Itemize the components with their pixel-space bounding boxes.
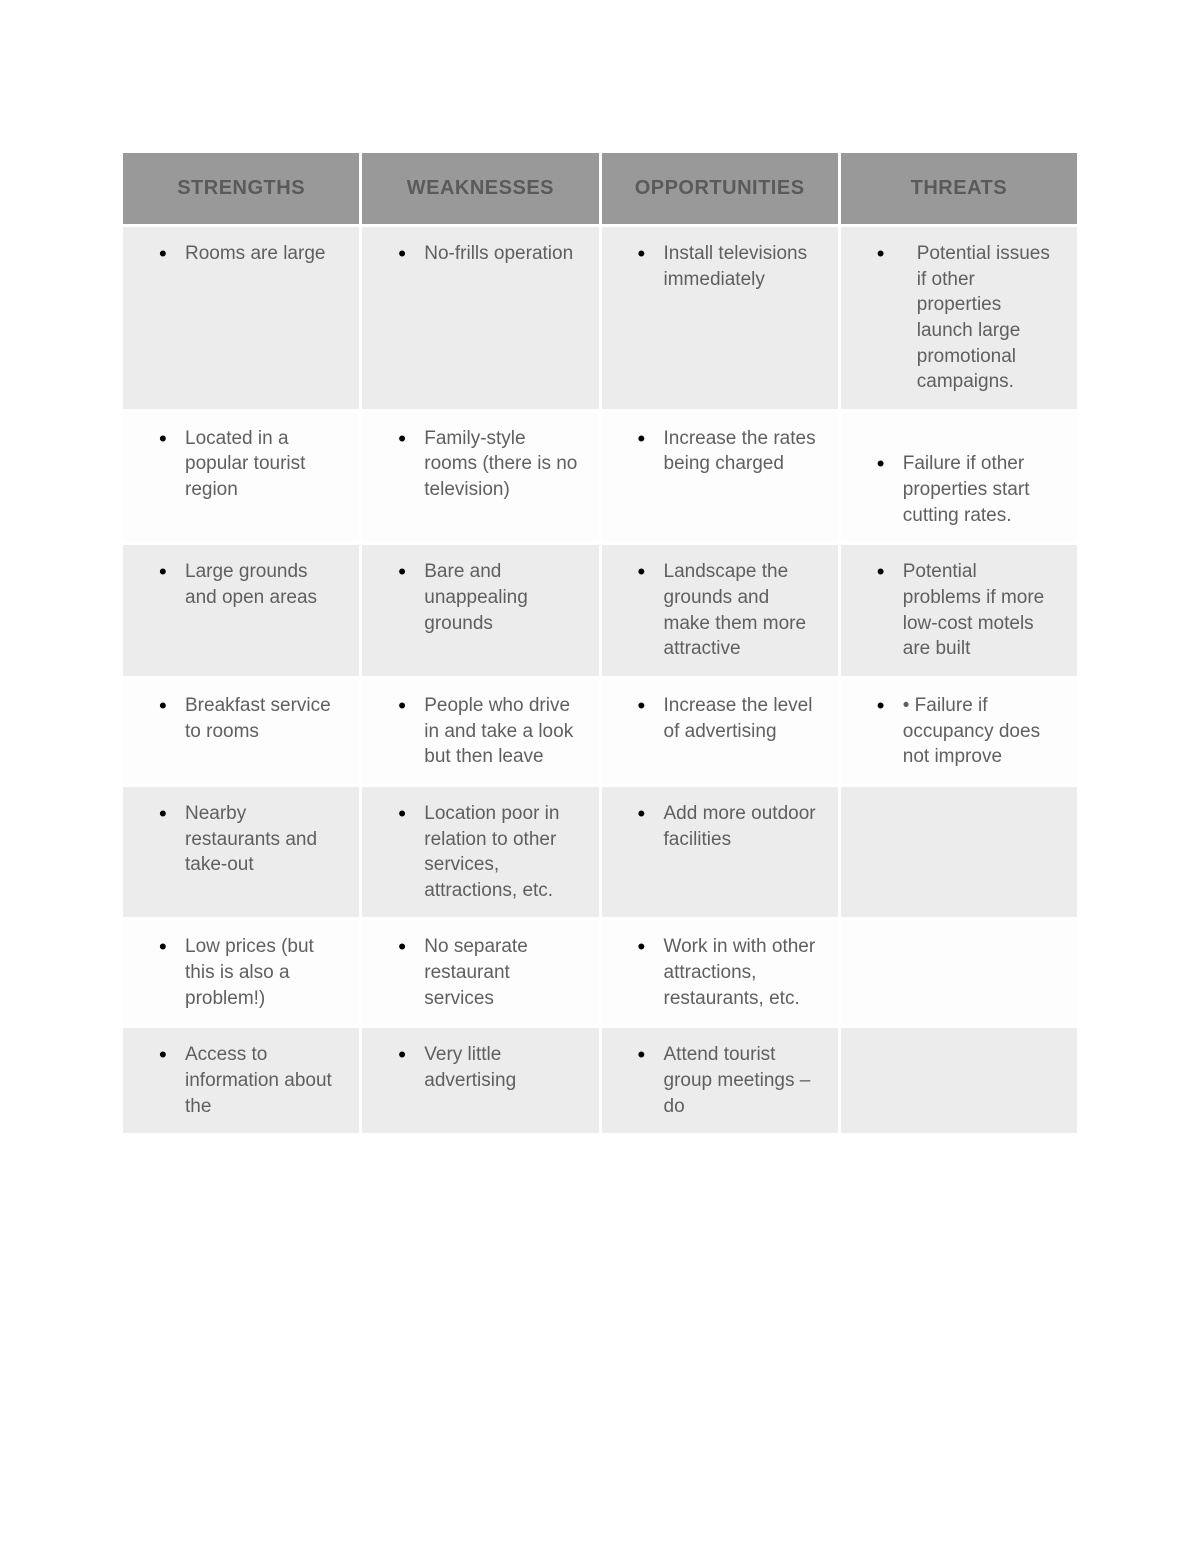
list-item: Increase the level of advertising (660, 693, 820, 744)
cell-opportunities: Attend tourist group meetings – do (600, 1027, 839, 1135)
list-item: Large grounds and open areas (181, 559, 341, 610)
table-row: Rooms are large No-frills operation Inst… (122, 226, 1079, 411)
list-item: People who drive in and take a look but … (420, 693, 580, 770)
cell-weaknesses: People who drive in and take a look but … (361, 677, 600, 785)
list-item: Increase the rates being charged (660, 426, 820, 477)
swot-table: STRENGTHS WEAKNESSES OPPORTUNITIES THREA… (120, 150, 1080, 1136)
cell-weaknesses: No separate restaurant services (361, 919, 600, 1027)
cell-strengths: Access to information about the (122, 1027, 361, 1135)
list-item: Landscape the grounds and make them more… (660, 559, 820, 662)
list-item: Very little advertising (420, 1042, 580, 1093)
cell-strengths: Nearby restaurants and take-out (122, 785, 361, 919)
cell-weaknesses: No-frills operation (361, 226, 600, 411)
table-row: Access to information about the Very lit… (122, 1027, 1079, 1135)
list-item: Located in a popular tourist region (181, 426, 341, 503)
cell-opportunities: Increase the rates being charged (600, 410, 839, 544)
cell-threats (839, 785, 1078, 919)
cell-opportunities: Landscape the grounds and make them more… (600, 544, 839, 678)
cell-weaknesses: Bare and unappealing grounds (361, 544, 600, 678)
list-item: Work in with other attractions, restaura… (660, 934, 820, 1011)
list-item: Failure if other properties start cuttin… (899, 451, 1059, 528)
list-item: Breakfast service to rooms (181, 693, 341, 744)
list-item: Potential issues if other properties lau… (899, 241, 1059, 395)
document-page: STRENGTHS WEAKNESSES OPPORTUNITIES THREA… (0, 0, 1200, 1553)
cell-threats: • Failure if occupancy does not improve (839, 677, 1078, 785)
list-item: Rooms are large (181, 241, 341, 267)
table-row: Large grounds and open areas Bare and un… (122, 544, 1079, 678)
swot-header-row: STRENGTHS WEAKNESSES OPPORTUNITIES THREA… (122, 152, 1079, 226)
list-item: Nearby restaurants and take-out (181, 801, 341, 878)
header-strengths: STRENGTHS (122, 152, 361, 226)
list-item: Potential problems if more low-cost mote… (899, 559, 1059, 662)
cell-opportunities: Work in with other attractions, restaura… (600, 919, 839, 1027)
list-item: Family-style rooms (there is no televisi… (420, 426, 580, 503)
table-row: Located in a popular tourist region Fami… (122, 410, 1079, 544)
swot-body: Rooms are large No-frills operation Inst… (122, 226, 1079, 1135)
cell-threats (839, 1027, 1078, 1135)
table-row: Low prices (but this is also a problem!)… (122, 919, 1079, 1027)
cell-threats: Potential problems if more low-cost mote… (839, 544, 1078, 678)
cell-threats: Potential issues if other properties lau… (839, 226, 1078, 411)
list-item: Add more outdoor facilities (660, 801, 820, 852)
cell-threats: Failure if other properties start cuttin… (839, 410, 1078, 544)
table-row: Nearby restaurants and take-out Location… (122, 785, 1079, 919)
table-row: Breakfast service to rooms People who dr… (122, 677, 1079, 785)
list-item: Attend tourist group meetings – do (660, 1042, 820, 1119)
list-item: • Failure if occupancy does not improve (899, 693, 1059, 770)
cell-weaknesses: Very little advertising (361, 1027, 600, 1135)
cell-strengths: Low prices (but this is also a problem!) (122, 919, 361, 1027)
header-weaknesses: WEAKNESSES (361, 152, 600, 226)
cell-strengths: Located in a popular tourist region (122, 410, 361, 544)
cell-strengths: Rooms are large (122, 226, 361, 411)
cell-threats (839, 919, 1078, 1027)
list-item: No-frills operation (420, 241, 580, 267)
cell-strengths: Large grounds and open areas (122, 544, 361, 678)
list-item: Location poor in relation to other servi… (420, 801, 580, 904)
cell-weaknesses: Family-style rooms (there is no televisi… (361, 410, 600, 544)
cell-opportunities: Install televisions immediately (600, 226, 839, 411)
header-threats: THREATS (839, 152, 1078, 226)
cell-opportunities: Increase the level of advertising (600, 677, 839, 785)
list-item: Install televisions immediately (660, 241, 820, 292)
cell-opportunities: Add more outdoor facilities (600, 785, 839, 919)
list-item: Low prices (but this is also a problem!) (181, 934, 341, 1011)
cell-strengths: Breakfast service to rooms (122, 677, 361, 785)
list-item: Bare and unappealing grounds (420, 559, 580, 636)
cell-weaknesses: Location poor in relation to other servi… (361, 785, 600, 919)
list-item: Access to information about the (181, 1042, 341, 1119)
list-item: No separate restaurant services (420, 934, 580, 1011)
header-opportunities: OPPORTUNITIES (600, 152, 839, 226)
